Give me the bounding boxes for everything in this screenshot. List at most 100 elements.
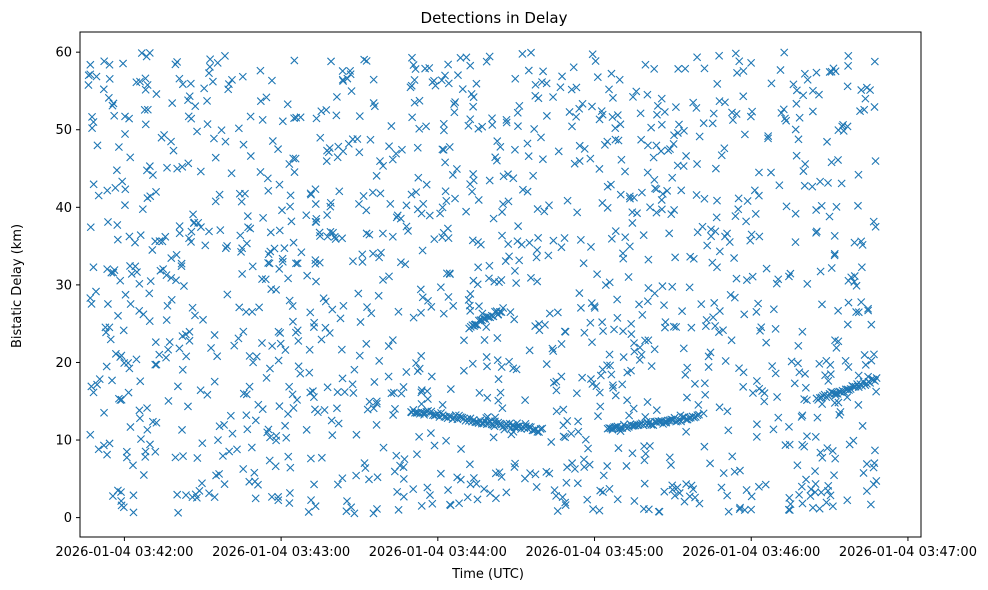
detection-marker — [172, 250, 181, 259]
detection-marker — [384, 342, 393, 351]
detection-marker — [798, 411, 807, 420]
detection-marker — [677, 417, 686, 426]
detection-marker — [861, 94, 870, 103]
detection-marker — [457, 444, 466, 453]
detection-marker — [197, 479, 206, 488]
detection-marker — [338, 374, 347, 383]
detection-marker — [701, 390, 710, 399]
detection-marker — [693, 411, 702, 420]
detection-marker — [850, 238, 859, 247]
detection-marker — [679, 162, 688, 171]
detection-marker — [797, 412, 806, 421]
detection-marker — [484, 274, 493, 283]
detection-marker — [359, 192, 368, 200]
detection-marker — [118, 177, 127, 186]
detection-marker — [473, 495, 482, 504]
detection-marker — [808, 107, 817, 116]
detection-marker — [542, 360, 551, 369]
detection-marker — [661, 318, 670, 327]
detection-marker — [561, 501, 570, 510]
detection-marker — [355, 148, 364, 157]
detection-marker — [442, 269, 451, 278]
detection-marker — [512, 279, 521, 288]
detection-marker — [87, 299, 96, 308]
detection-marker — [660, 107, 669, 116]
detection-marker — [798, 327, 807, 336]
detection-marker — [643, 141, 652, 150]
detection-marker — [207, 344, 216, 353]
detection-marker — [857, 298, 866, 307]
detection-marker — [203, 96, 212, 105]
detection-marker — [376, 248, 385, 257]
detection-marker — [681, 370, 690, 379]
detection-marker — [614, 136, 623, 145]
detection-marker — [523, 139, 532, 148]
detection-marker — [657, 205, 666, 214]
detection-marker — [576, 303, 585, 312]
detection-marker — [784, 272, 793, 281]
x-axis: 2026-01-04 03:42:00 2026-01-04 03:43:00 20… — [55, 537, 977, 560]
detection-marker — [639, 231, 648, 240]
detection-marker — [488, 120, 497, 129]
detection-marker — [509, 174, 518, 183]
detection-marker — [302, 425, 311, 434]
detection-marker — [605, 85, 613, 94]
detection-marker — [323, 232, 332, 241]
detection-marker — [572, 389, 581, 398]
detection-marker — [254, 400, 263, 409]
detection-marker — [591, 57, 600, 66]
detection-marker — [412, 188, 421, 197]
detection-marker — [410, 76, 419, 84]
detection-marker — [412, 359, 421, 368]
detection-marker — [717, 483, 726, 492]
detection-marker — [436, 469, 445, 478]
detection-marker — [632, 420, 641, 429]
detection-marker — [155, 350, 164, 359]
detection-marker — [256, 97, 265, 106]
detection-marker — [754, 482, 763, 491]
detection-marker — [372, 504, 381, 513]
detection-marker — [721, 357, 730, 365]
detection-marker — [146, 277, 155, 286]
detection-marker — [142, 166, 151, 175]
detection-marker — [628, 421, 637, 430]
detection-marker — [338, 75, 347, 84]
detection-marker — [652, 141, 661, 150]
detection-marker — [215, 422, 224, 431]
detection-marker — [866, 500, 875, 509]
detection-marker — [334, 419, 343, 428]
detection-marker — [802, 475, 811, 484]
detection-marker — [754, 191, 763, 200]
detection-marker — [239, 140, 248, 149]
detection-marker — [306, 388, 315, 397]
detection-marker — [360, 459, 369, 468]
detection-marker — [751, 209, 760, 218]
detection-marker — [730, 293, 739, 302]
x-tick-label-2: 2026-01-04 03:44:00 — [369, 545, 507, 560]
detection-marker — [630, 347, 639, 356]
detection-marker — [867, 320, 876, 329]
detection-marker — [488, 114, 496, 123]
detection-marker — [369, 75, 378, 84]
detection-marker — [635, 343, 644, 352]
detection-marker — [223, 290, 232, 299]
detection-marker — [513, 122, 522, 131]
detection-marker — [693, 160, 702, 168]
detection-marker — [274, 356, 283, 365]
detection-marker — [689, 254, 698, 263]
detection-marker — [114, 311, 123, 320]
detection-marker — [603, 203, 612, 212]
detection-marker — [826, 491, 835, 500]
detection-marker — [113, 221, 122, 229]
detection-marker — [561, 498, 570, 507]
detection-marker — [549, 346, 558, 355]
detection-marker — [135, 306, 144, 315]
detection-marker — [668, 173, 677, 182]
detection-marker — [466, 289, 475, 298]
detection-marker — [248, 307, 257, 316]
detection-marker — [644, 505, 653, 514]
detection-marker — [711, 322, 720, 330]
detection-marker — [386, 199, 395, 208]
detection-marker — [162, 271, 171, 280]
detection-marker — [288, 390, 297, 399]
